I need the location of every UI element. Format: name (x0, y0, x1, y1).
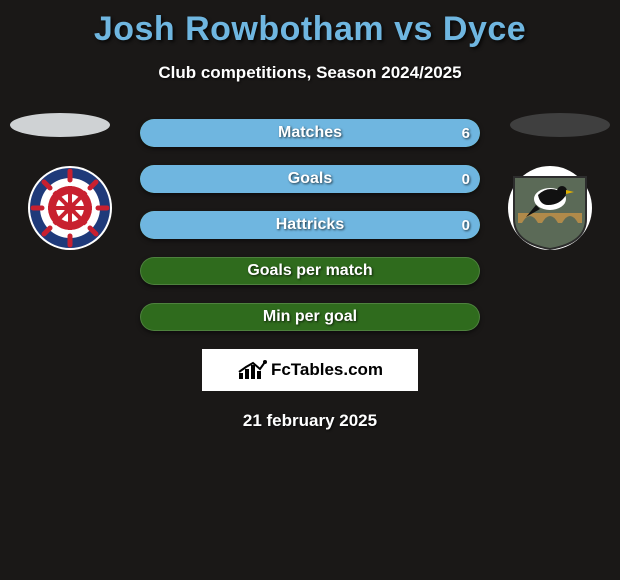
chart-icon (237, 359, 267, 381)
comparison-arena: Matches6Goals0Hattricks0Goals per matchM… (0, 119, 620, 431)
stat-bar: Goals per match (140, 257, 480, 285)
stat-value-left: 0 (462, 165, 470, 193)
watermark: FcTables.com (202, 349, 418, 391)
vs-text: vs (394, 10, 433, 48)
club-crest-right (500, 165, 600, 251)
stat-label: Goals (140, 165, 480, 193)
player-a-shadow (10, 113, 110, 137)
subtitle: Club competitions, Season 2024/2025 (0, 63, 620, 83)
player-b-name: Dyce (443, 10, 526, 48)
stat-bar: Hattricks0 (140, 211, 480, 239)
stat-bar: Min per goal (140, 303, 480, 331)
club-crest-left (20, 165, 120, 251)
stat-label: Min per goal (140, 303, 480, 331)
page-title: Josh Rowbotham vs Dyce (0, 0, 620, 49)
stat-label: Goals per match (140, 257, 480, 285)
watermark-text: FcTables.com (271, 360, 383, 380)
player-a-name: Josh Rowbotham (94, 10, 384, 48)
stat-bar: Goals0 (140, 165, 480, 193)
stat-value-left: 0 (462, 211, 470, 239)
stat-value-left: 6 (462, 119, 470, 147)
stat-bars: Matches6Goals0Hattricks0Goals per matchM… (140, 119, 480, 331)
stat-label: Matches (140, 119, 480, 147)
date-text: 21 february 2025 (0, 411, 620, 431)
stat-label: Hattricks (140, 211, 480, 239)
stat-bar: Matches6 (140, 119, 480, 147)
player-b-shadow (510, 113, 610, 137)
